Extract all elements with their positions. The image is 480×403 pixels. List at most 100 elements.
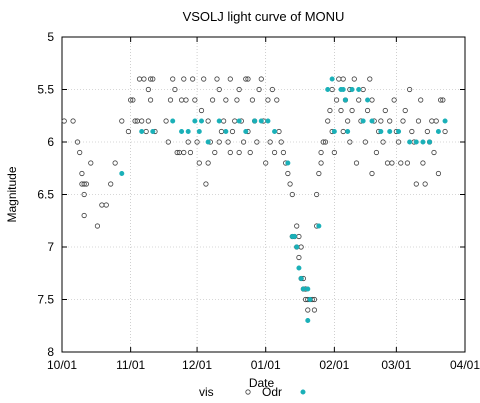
vis-point — [274, 97, 280, 103]
vis-point — [402, 107, 408, 114]
vis-point — [147, 97, 154, 103]
vis-point — [249, 97, 256, 103]
vis-point — [205, 160, 211, 166]
vis-point — [409, 128, 415, 135]
vis-point — [305, 307, 311, 313]
vis-point — [369, 170, 375, 177]
x-tick-label: 11/01 — [116, 358, 145, 372]
data-points — [61, 76, 448, 323]
vis-point — [145, 118, 151, 124]
vis-point — [400, 118, 406, 124]
vis-point — [83, 181, 89, 187]
grid — [62, 37, 465, 352]
odr-point — [378, 129, 384, 135]
vis-point — [196, 160, 202, 166]
vis-point — [422, 181, 428, 187]
vis-point — [327, 107, 333, 114]
vis-point — [170, 76, 176, 82]
odr-point — [365, 97, 371, 103]
vis-point — [287, 181, 293, 187]
vis-point — [232, 118, 238, 124]
vis-point — [139, 118, 145, 124]
vis-point — [74, 139, 81, 145]
vis-point — [203, 181, 209, 187]
vis-point — [380, 139, 386, 145]
odr-point — [342, 97, 348, 103]
odr-point — [340, 87, 346, 93]
vis-point — [278, 139, 284, 145]
x-tick-label: 10/01 — [47, 358, 77, 372]
vis-point — [442, 128, 448, 135]
legend-marker-vis — [245, 389, 251, 395]
vis-point — [362, 139, 368, 145]
odr-point — [294, 244, 300, 250]
odr-point — [420, 139, 426, 145]
vis-point — [183, 97, 189, 103]
vis-point — [296, 254, 302, 261]
vis-point — [243, 76, 249, 82]
odr-point — [435, 129, 441, 135]
odr-point — [192, 118, 198, 124]
vis-point — [77, 149, 83, 156]
vis-point — [145, 86, 151, 93]
vis-point — [99, 202, 105, 208]
chart-title: VSOLJ light curve of MONU — [183, 9, 345, 24]
vis-point — [429, 118, 435, 124]
vis-point — [265, 97, 271, 103]
vis-point — [174, 149, 180, 156]
vis-point — [415, 118, 422, 124]
vis-point — [212, 149, 218, 156]
vis-point — [263, 160, 269, 166]
y-axis-label: Magnitude — [5, 166, 19, 222]
vis-point — [94, 223, 101, 229]
x-tick-label: 02/01 — [319, 358, 349, 372]
vis-point — [407, 86, 413, 93]
vis-point — [201, 76, 207, 82]
odr-point — [305, 317, 311, 323]
vis-point — [276, 128, 282, 135]
odr-point — [199, 118, 205, 124]
vis-point — [81, 191, 87, 198]
vis-point — [119, 118, 125, 124]
vis-point — [194, 139, 200, 145]
vis-point — [227, 149, 233, 156]
vis-point — [318, 149, 324, 156]
vis-point — [398, 160, 404, 166]
vis-point — [331, 149, 337, 156]
odr-point — [236, 118, 242, 124]
vis-point — [81, 181, 87, 187]
vis-point — [433, 118, 439, 124]
vis-point — [136, 76, 143, 82]
odr-point — [258, 118, 264, 124]
vis-point — [236, 149, 242, 156]
odr-point — [427, 139, 433, 145]
vis-point — [258, 76, 264, 82]
odr-point — [369, 118, 375, 124]
vis-point — [132, 118, 138, 124]
vis-point — [81, 212, 87, 219]
vis-point — [351, 76, 357, 82]
legend-marker-odr — [300, 389, 306, 395]
vis-point — [190, 76, 196, 82]
odr-point — [252, 118, 258, 124]
vis-point — [318, 160, 324, 166]
vis-point — [125, 128, 132, 135]
x-axis-label: Date — [249, 376, 275, 390]
vis-point — [364, 107, 371, 114]
legend: vis Odr — [199, 385, 306, 399]
vis-point — [345, 118, 351, 124]
vis-point — [216, 139, 222, 145]
vis-point — [181, 76, 187, 82]
y-tick-label: 7.5 — [37, 293, 54, 307]
legend-label-odr: Odr — [262, 385, 282, 399]
odr-point — [387, 129, 393, 135]
vis-point — [108, 181, 114, 187]
vis-point — [88, 160, 94, 166]
odr-point — [150, 129, 156, 135]
vis-point — [240, 139, 247, 145]
vis-point — [384, 160, 391, 166]
vis-point — [70, 118, 76, 124]
odr-point — [356, 87, 362, 93]
x-tick-label: 01/01 — [251, 358, 281, 372]
